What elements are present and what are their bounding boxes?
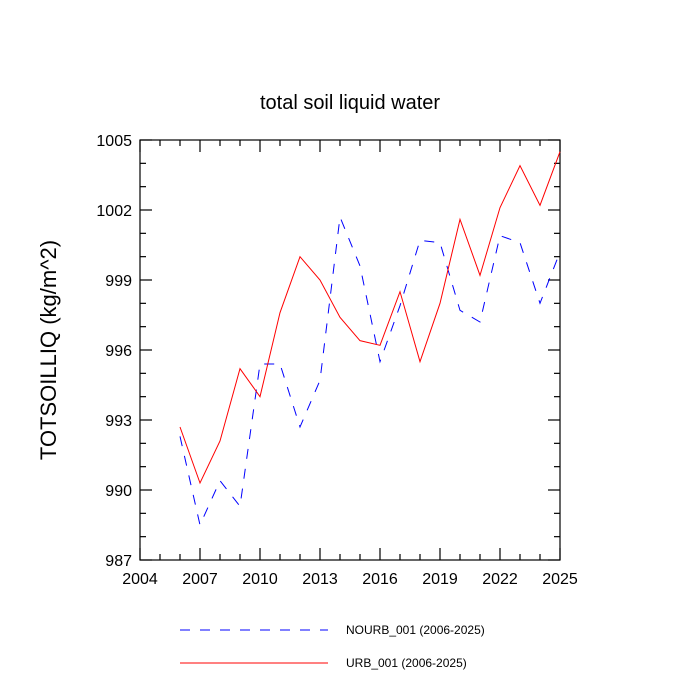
x-tick-label: 2007	[182, 571, 218, 588]
y-tick-label: 996	[105, 343, 132, 360]
plot-frame	[139, 139, 561, 561]
y-tick-label: 990	[105, 483, 132, 500]
x-tick-label: 2016	[362, 571, 398, 588]
y-tick-label: 993	[105, 413, 132, 430]
x-tick-label: 2022	[482, 571, 518, 588]
y-tick-label: 1005	[96, 133, 132, 150]
x-tick-label: 2010	[242, 571, 278, 588]
legend-label-1: URB_001 (2006-2025)	[346, 656, 467, 670]
y-axis-label: TOTSOILLIQ (kg/m^2)	[36, 240, 61, 460]
x-tick-label: 2013	[302, 571, 338, 588]
x-tick-label: 2004	[122, 571, 158, 588]
y-tick-label: 987	[105, 553, 132, 570]
x-tick-label: 2025	[542, 571, 578, 588]
axis-ticks	[139, 139, 561, 561]
x-tick-label: 2019	[422, 571, 458, 588]
series-line-1	[179, 151, 561, 485]
legend-label-0: NOURB_001 (2006-2025)	[346, 623, 485, 637]
y-tick-label: 1002	[96, 203, 132, 220]
y-tick-label: 999	[105, 273, 132, 290]
chart-title: total soil liquid water	[260, 92, 440, 114]
series-line-0	[179, 215, 561, 527]
axis-tick-labels: 2004 2007 2010 2013 2016 2019 2022 2025 987 990 99…	[96, 133, 577, 588]
legend: NOURB_001 (2006-2025) URB_001 (2006-2025)	[180, 623, 485, 670]
series-lines	[179, 151, 561, 527]
